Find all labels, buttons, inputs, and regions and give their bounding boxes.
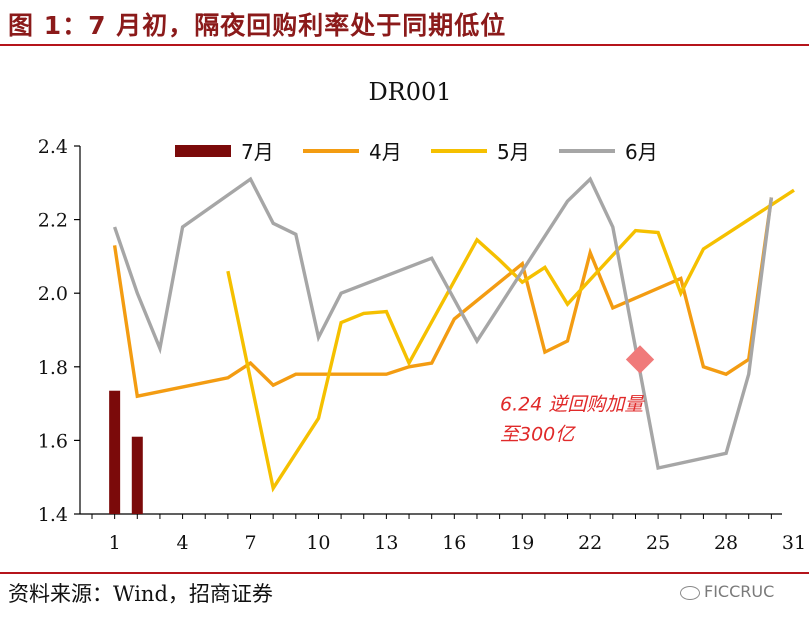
legend-swatch-bar — [175, 145, 231, 157]
chart-title: DR001 — [368, 78, 451, 106]
bar-7yue — [131, 436, 143, 514]
legend-label: 4月 — [369, 140, 402, 164]
bar-7yue — [109, 390, 121, 514]
annotation-text-line2: 至300亿 — [500, 423, 576, 445]
figure-header: 图 1：7 月初，隔夜回购利率处于同期低位 — [0, 0, 809, 44]
chart-legend: 7月 4月 5月 6月 — [175, 140, 658, 164]
x-tick-label: 25 — [646, 532, 670, 554]
watermark: FICCRUC — [680, 582, 774, 601]
x-tick-label: 4 — [177, 532, 189, 554]
chart-annotation: 6.24 逆回购加量 至300亿 — [500, 345, 655, 445]
series-line-6yue — [112, 176, 774, 471]
source-note: 资料来源：Wind，招商证券 — [8, 582, 273, 606]
x-tick-label: 31 — [782, 532, 806, 554]
x-tick-label: 19 — [510, 532, 534, 554]
dr001-line-chart: DR001 1.4 1.6 1.8 2.0 2.2 2.4 1 4 7 10 13 16 19 22 25 2… — [38, 78, 806, 554]
x-tick-label: 16 — [442, 532, 466, 554]
x-tick-label: 10 — [306, 532, 330, 554]
x-tick-label: 13 — [374, 532, 398, 554]
series-line-5yue — [226, 188, 795, 493]
x-tick-label: 1 — [109, 532, 121, 554]
chart-area: DR001 1.4 1.6 1.8 2.0 2.2 2.4 1 4 7 10 13 16 19 22 25 2… — [0, 50, 809, 570]
legend-label: 7月 — [241, 140, 274, 164]
x-tick-label: 22 — [578, 532, 602, 554]
legend-label: 5月 — [497, 140, 530, 164]
y-tick-label: 1.6 — [38, 430, 68, 452]
y-tick-label: 2.4 — [38, 136, 68, 158]
footer-rule — [0, 572, 809, 574]
header-rule — [0, 44, 809, 46]
y-tick-label: 2.0 — [38, 283, 68, 305]
annotation-marker-diamond — [625, 345, 655, 374]
watermark-text: FICCRUC — [704, 582, 775, 601]
y-tick-label: 2.2 — [38, 210, 68, 232]
series-line-4yue — [112, 197, 774, 399]
y-tick-label: 1.8 — [38, 357, 68, 379]
annotation-text-line1: 6.24 逆回购加量 — [500, 393, 645, 415]
x-tick-label: 28 — [714, 532, 738, 554]
wechat-icon — [680, 585, 700, 600]
figure-title: 图 1：7 月初，隔夜回购利率处于同期低位 — [8, 11, 507, 40]
legend-label: 6月 — [625, 140, 658, 164]
y-tick-label: 1.4 — [38, 504, 68, 526]
x-tick-label: 7 — [244, 532, 256, 554]
